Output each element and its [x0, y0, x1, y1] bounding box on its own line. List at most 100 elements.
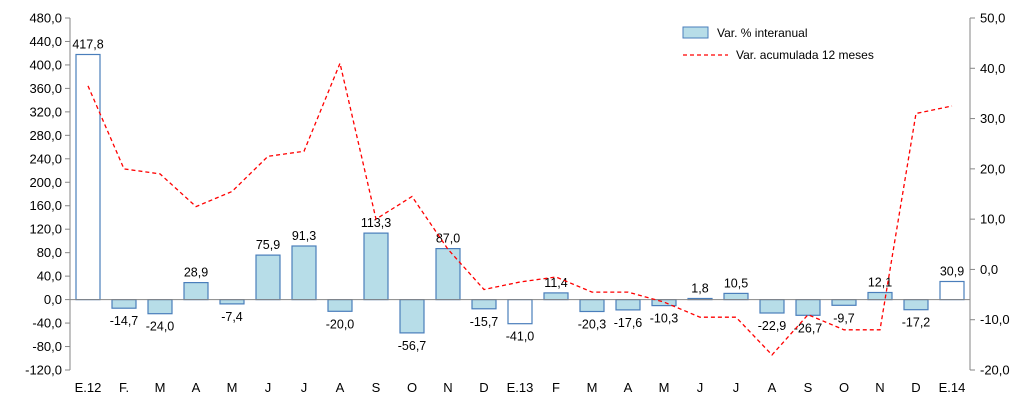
x-tick-label: A — [336, 380, 345, 395]
bar — [579, 299, 605, 313]
bar-data-label: -14,7 — [110, 314, 139, 328]
bar — [255, 254, 281, 301]
legend-bar-swatch — [682, 26, 709, 39]
axes-group — [69, 18, 971, 370]
x-tick-label: E.14 — [939, 380, 966, 395]
x-tick-label: J — [301, 380, 308, 395]
bar-data-label: 91,3 — [292, 229, 316, 243]
bar — [471, 299, 497, 310]
bar-data-label: -15,7 — [470, 315, 499, 329]
bar-data-label: 12,1 — [868, 276, 892, 290]
bar — [399, 299, 425, 334]
x-tick-label: S — [804, 380, 813, 395]
bar — [939, 280, 965, 301]
right-tick-label: 50,0 — [980, 11, 1005, 26]
right-tick-label: 20,0 — [980, 161, 1005, 176]
left-tick-label: 160,0 — [29, 198, 62, 213]
x-tick-label: A — [624, 380, 633, 395]
left-tick-label: -40,0 — [32, 316, 62, 331]
bar — [363, 232, 389, 301]
left-tick-label: 320,0 — [29, 104, 62, 119]
bar — [795, 299, 821, 316]
left-tick-label: 240,0 — [29, 151, 62, 166]
x-tick-label: F. — [119, 380, 129, 395]
bar-data-label: -20,0 — [326, 317, 355, 331]
bar — [147, 299, 173, 315]
bar-data-label: -7,4 — [221, 310, 243, 324]
x-tick-label: M — [587, 380, 598, 395]
bar — [291, 245, 317, 301]
x-tick-label: D — [479, 380, 488, 395]
bar — [507, 299, 533, 325]
left-tick-label: -120,0 — [25, 363, 62, 378]
x-tick-label: S — [372, 380, 381, 395]
x-tick-label: A — [192, 380, 201, 395]
bar-labels-group: 417,8 -14,7 -24,0 28,9 -7,4 75,9 91,3 -20,0 113,… — [72, 38, 964, 353]
bar-data-label: 75,9 — [256, 238, 280, 252]
bar-data-label: -41,0 — [506, 330, 535, 344]
bar — [903, 299, 929, 311]
bar — [615, 299, 641, 311]
bar-data-label: -24,0 — [146, 320, 175, 334]
x-tick-label: M — [227, 380, 238, 395]
bar — [183, 282, 209, 301]
left-tick-label: -80,0 — [32, 339, 62, 354]
bar-data-label: -9,7 — [833, 311, 855, 325]
bar — [111, 299, 137, 309]
bar — [723, 292, 749, 301]
x-tick-label: J — [697, 380, 704, 395]
legend-bar-label: Var. % interanual — [717, 26, 808, 40]
bar-data-label: 1,8 — [691, 282, 708, 296]
bars-group — [75, 53, 965, 334]
bar-data-label: 10,5 — [724, 276, 748, 290]
x-tick-label: A — [768, 380, 777, 395]
bar-data-label: 11,4 — [544, 276, 567, 290]
bar — [831, 299, 857, 306]
x-tick-label: E.12 — [75, 380, 102, 395]
x-tick-label: F — [552, 380, 560, 395]
bar — [651, 299, 677, 307]
bar-data-label: 113,3 — [361, 216, 391, 230]
left-tick-label: 0,0 — [44, 292, 62, 307]
left-tick-label: 440,0 — [29, 34, 62, 49]
bar-data-label: -20,3 — [578, 318, 607, 332]
left-tick-label: 120,0 — [29, 222, 62, 237]
bar-data-label: -17,2 — [902, 316, 931, 330]
x-tick-label: E.13 — [507, 380, 534, 395]
right-tick-label: -10,0 — [980, 312, 1010, 327]
bar — [75, 53, 101, 301]
right-tick-label: -20,0 — [980, 363, 1010, 378]
right-tick-label: 30,0 — [980, 111, 1005, 126]
x-tick-label: D — [911, 380, 920, 395]
right-tick-label: 0,0 — [980, 262, 998, 277]
left-tick-label: 360,0 — [29, 81, 62, 96]
left-tick-label: 280,0 — [29, 128, 62, 143]
x-tick-label: M — [659, 380, 670, 395]
bar-data-label: -17,6 — [614, 316, 643, 330]
bar — [543, 292, 569, 301]
x-tick-label: J — [265, 380, 272, 395]
left-tick-label: 400,0 — [29, 57, 62, 72]
bar-data-label: -10,3 — [650, 312, 679, 326]
x-tick-label: O — [407, 380, 417, 395]
bar-data-label: 87,0 — [436, 232, 460, 246]
x-tick-label: N — [443, 380, 452, 395]
left-tick-label: 480,0 — [29, 11, 62, 26]
x-tick-label: O — [839, 380, 849, 395]
left-tick-label: 200,0 — [29, 175, 62, 190]
bar-data-label: -56,7 — [398, 339, 427, 353]
bar — [327, 299, 353, 312]
x-tick-label: N — [875, 380, 884, 395]
bar — [219, 299, 245, 305]
left-tick-label: 40,0 — [37, 269, 62, 284]
left-tick-label: 80,0 — [37, 245, 62, 260]
bar-data-label: -26,7 — [794, 321, 823, 335]
bar-data-label: 30,9 — [940, 265, 964, 279]
bar-data-label: -22,9 — [758, 319, 787, 333]
right-tick-label: 10,0 — [980, 212, 1005, 227]
x-tick-label: J — [733, 380, 740, 395]
bar-data-label: 417,8 — [72, 38, 103, 52]
legend-line-label: Var. acumulada 12 meses — [736, 48, 874, 62]
right-axis-ticks: -20,0 -10,0 0,0 10,0 20,0 30,0 40,0 50,0 — [970, 11, 1010, 378]
